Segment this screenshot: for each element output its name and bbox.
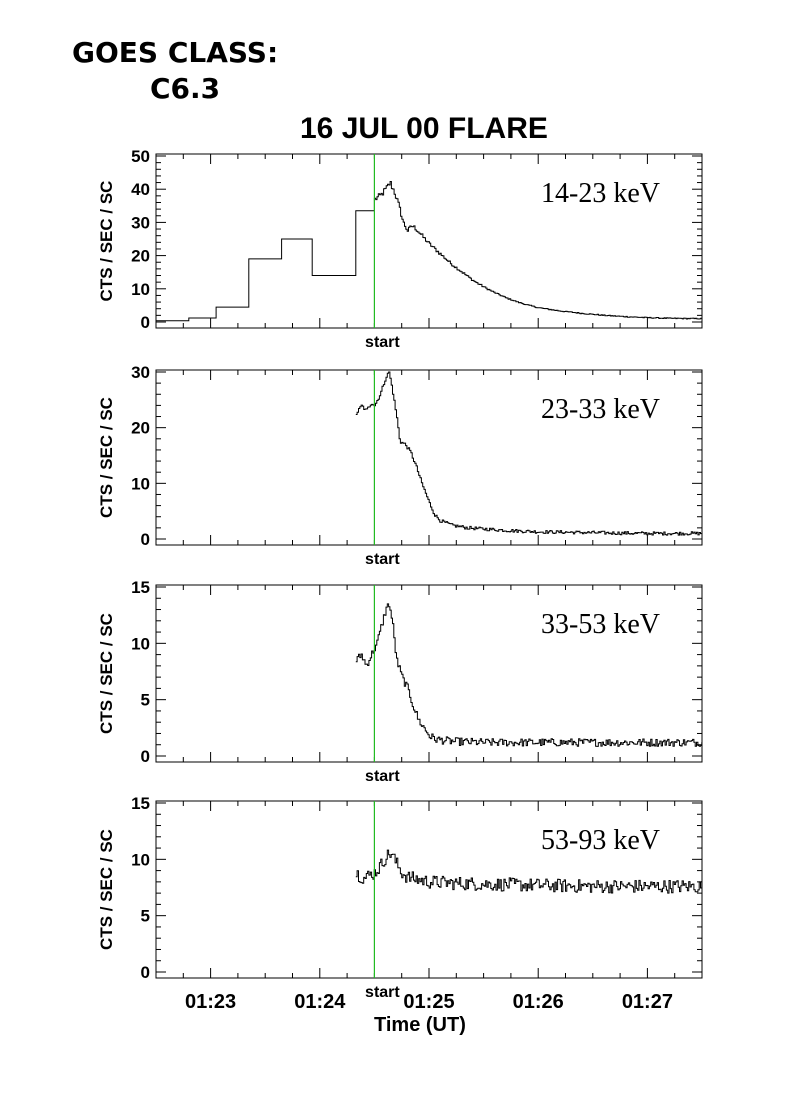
x-axis-label: Time (UT) xyxy=(374,1014,466,1036)
x-tick-label: 01:27 xyxy=(622,991,673,1013)
y-axis-label: CTS / SEC / SC xyxy=(97,829,116,950)
goes-class-value: C6.3 xyxy=(150,72,221,105)
energy-band-label: 33-53 keV xyxy=(541,609,660,640)
goes-class-label: GOES CLASS: xyxy=(72,36,279,69)
y-tick-label: 20 xyxy=(131,247,150,266)
y-tick-label: 10 xyxy=(131,474,150,493)
start-marker-label: start xyxy=(365,334,400,351)
y-tick-label: 0 xyxy=(141,313,150,332)
start-marker-label: start xyxy=(365,551,400,568)
start-marker-label: start xyxy=(365,984,400,1001)
x-tick-label: 01:23 xyxy=(185,991,236,1013)
y-axis-label: CTS / SEC / SC xyxy=(97,613,116,734)
x-tick-label: 01:26 xyxy=(513,991,564,1013)
y-tick-label: 50 xyxy=(131,147,150,166)
energy-band-label: 23-33 keV xyxy=(541,394,660,425)
start-marker-label: start xyxy=(365,768,400,785)
y-axis-label: CTS / SEC / SC xyxy=(97,181,116,302)
y-tick-label: 5 xyxy=(141,907,150,926)
y-tick-label: 30 xyxy=(131,363,150,382)
chart-title: 16 JUL 00 FLARE xyxy=(300,112,548,145)
energy-band-label: 53-93 keV xyxy=(541,825,660,856)
data-series-line xyxy=(156,181,703,322)
y-tick-label: 5 xyxy=(141,691,150,710)
y-tick-label: 10 xyxy=(131,850,150,869)
y-tick-label: 10 xyxy=(131,634,150,653)
energy-band-label: 14-23 keV xyxy=(541,178,660,209)
y-tick-label: 0 xyxy=(141,747,150,766)
y-tick-label: 0 xyxy=(141,530,150,549)
data-series-line xyxy=(355,603,703,747)
y-tick-label: 15 xyxy=(131,794,150,813)
y-tick-label: 20 xyxy=(131,419,150,438)
data-series-line xyxy=(355,371,702,536)
x-tick-label: 01:24 xyxy=(294,991,346,1013)
y-tick-label: 0 xyxy=(141,963,150,982)
x-tick-label: 01:25 xyxy=(403,991,454,1013)
y-tick-label: 40 xyxy=(131,180,150,199)
data-series-line xyxy=(355,849,703,894)
y-axis-label: CTS / SEC / SC xyxy=(97,397,116,518)
y-tick-label: 30 xyxy=(131,213,150,232)
y-tick-label: 15 xyxy=(131,578,150,597)
y-tick-label: 10 xyxy=(131,280,150,299)
